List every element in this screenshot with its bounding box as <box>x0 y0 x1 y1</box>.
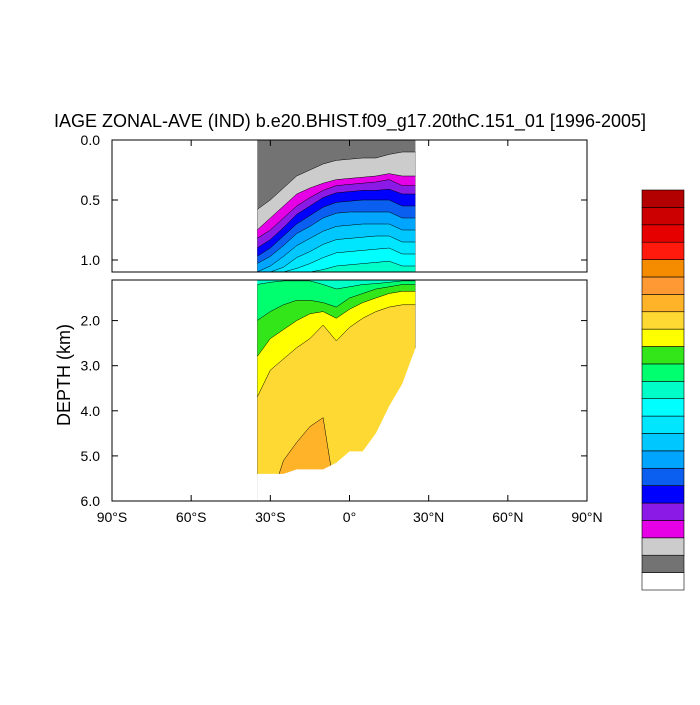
lower-y-axis: 2.0 3.0 4.0 5.0 6.0 <box>81 313 587 509</box>
lower-panel-fields <box>112 280 587 501</box>
upper-y-tick-label-2: 1.0 <box>81 252 101 268</box>
colorbar <box>641 189 685 591</box>
x-axis: 90°S 60°S 30°S 0° 30°N 60°N 90°N <box>97 140 603 525</box>
colorbar-swatch-3 <box>641 520 685 539</box>
upper-panel-land-east <box>415 140 587 272</box>
chart-title: IAGE ZONAL-AVE (IND) b.e20.BHIST.f09_g17… <box>54 111 646 132</box>
x-tick-label-2: 30°S <box>255 509 286 525</box>
colorbar-swatch-0 <box>641 572 685 591</box>
lower-panel <box>111 279 588 502</box>
colorbar-swatch-18 <box>641 259 685 278</box>
lower-y-tick-label-4: 6.0 <box>81 493 101 509</box>
colorbar-swatch-12 <box>641 363 685 382</box>
colorbar-swatch-5 <box>641 485 685 504</box>
colorbar-swatch-21 <box>641 207 685 226</box>
y-axis-label: DEPTH (km) <box>54 324 74 426</box>
upper-panel-land-west <box>112 140 258 272</box>
upper-panel-seafloor-mask <box>257 272 415 277</box>
lower-y-tick-label-2: 4.0 <box>81 403 101 419</box>
colorbar-swatch-13 <box>641 346 685 365</box>
upper-y-tick-label-0: 0.0 <box>81 132 101 148</box>
lower-panel-land-east <box>415 280 587 501</box>
colorbar-swatch-17 <box>641 276 685 295</box>
upper-panel <box>111 139 588 277</box>
upper-panel-fields <box>112 140 587 277</box>
colorbar-swatch-6 <box>641 467 685 486</box>
lower-panel-seafloor-mask <box>257 347 416 501</box>
x-tick-label-1: 60°S <box>176 509 207 525</box>
lower-panel-land-west <box>112 280 258 501</box>
lower-y-tick-label-3: 5.0 <box>81 448 101 464</box>
colorbar-swatch-7 <box>641 450 685 469</box>
colorbar-swatch-8 <box>641 433 685 452</box>
colorbar-swatch-15 <box>641 311 685 330</box>
colorbar-swatch-22 <box>641 189 685 208</box>
colorbar-swatch-19 <box>641 241 685 260</box>
x-tick-label-5: 60°N <box>492 509 523 525</box>
x-tick-label-0: 90°S <box>97 509 128 525</box>
lower-y-tick-label-0: 2.0 <box>81 313 101 329</box>
colorbar-swatch-1 <box>641 554 685 573</box>
colorbar-swatch-14 <box>641 328 685 347</box>
upper-y-tick-label-1: 0.5 <box>81 192 101 208</box>
colorbar-swatch-16 <box>641 294 685 313</box>
colorbar-swatch-4 <box>641 502 685 521</box>
x-tick-label-6: 90°N <box>571 509 602 525</box>
x-tick-label-4: 30°N <box>413 509 444 525</box>
colorbar-swatch-11 <box>641 381 685 399</box>
x-tick-label-3: 0° <box>343 509 356 525</box>
colorbar-swatch-2 <box>641 537 685 556</box>
upper-y-axis: 0.0 0.5 1.0 <box>81 132 587 268</box>
colorbar-swatch-20 <box>641 224 685 243</box>
lower-y-tick-label-1: 3.0 <box>81 358 101 374</box>
colorbar-swatch-10 <box>641 398 685 417</box>
colorbar-swatch-9 <box>641 415 685 434</box>
